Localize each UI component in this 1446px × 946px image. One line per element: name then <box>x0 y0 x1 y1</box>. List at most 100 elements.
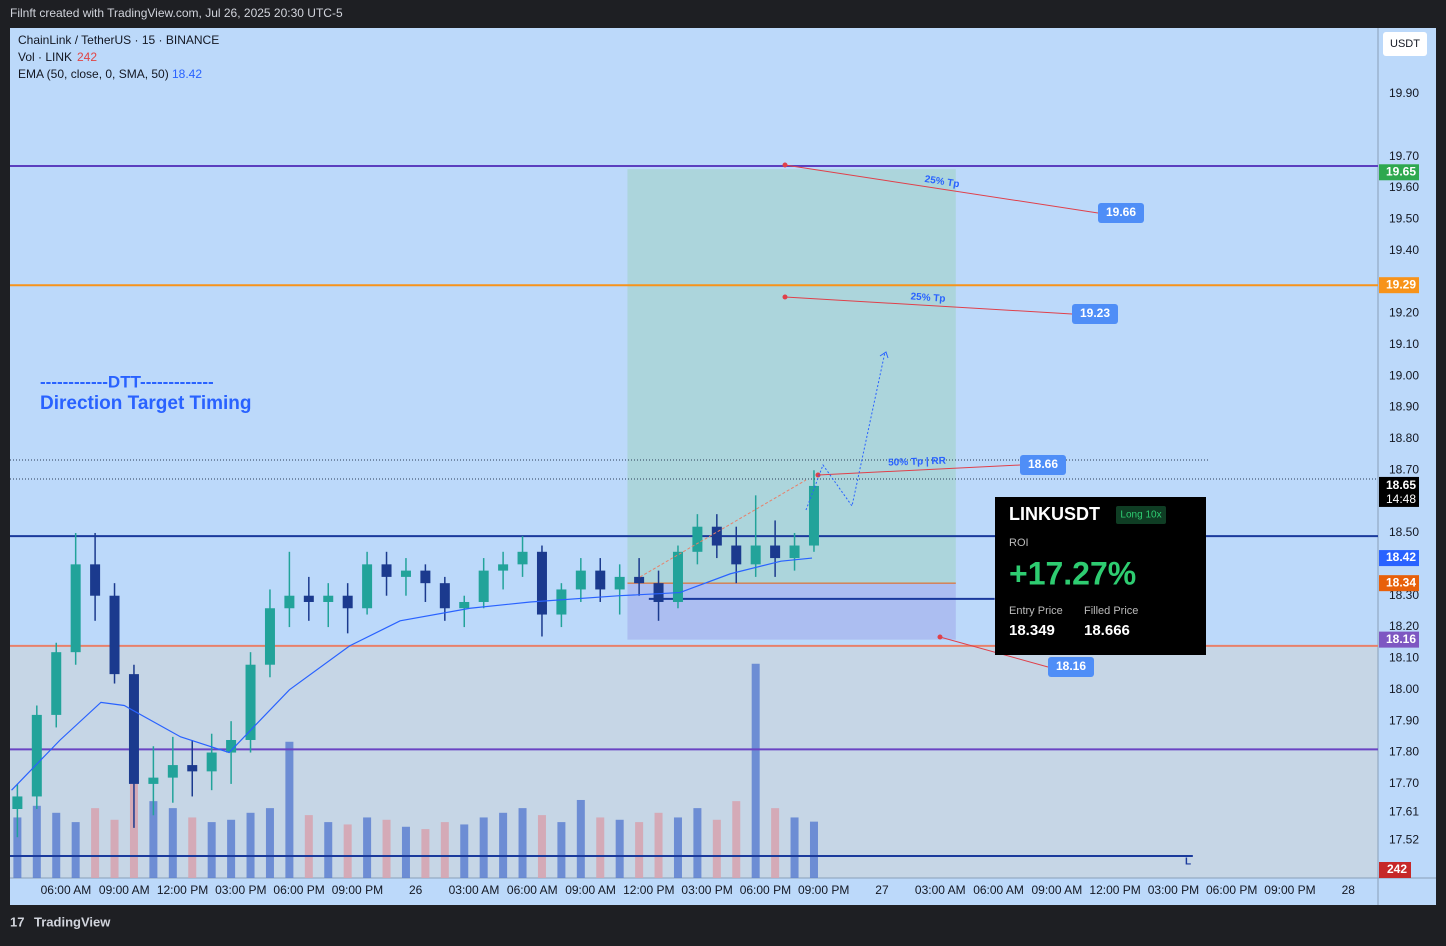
candle-body <box>731 545 742 565</box>
annotation: L <box>1185 857 1191 868</box>
annotation: 25% Tp <box>924 174 960 190</box>
candle-body <box>634 576 645 584</box>
price-badge <box>1379 550 1419 567</box>
price-badge <box>1379 631 1419 648</box>
x-tick-label: 09:00 AM <box>565 883 616 897</box>
x-tick-label: 06:00 AM <box>41 883 92 897</box>
x-tick-label: 09:00 PM <box>1264 883 1315 897</box>
x-tick-label: 26 <box>409 883 423 897</box>
projection-arrow <box>879 351 889 359</box>
footer-logo: 17 <box>10 914 24 929</box>
candle-body <box>51 652 62 715</box>
callout-box <box>1098 203 1144 223</box>
candle-body <box>12 796 23 809</box>
candle-body <box>478 570 489 602</box>
x-tick-label: 27 <box>875 883 889 897</box>
volume-bar <box>52 812 61 878</box>
volume-bar <box>751 663 760 878</box>
legend-ema: EMA (50, close, 0, SMA, 50) <box>18 67 169 81</box>
card-entry: 18.349 <box>1009 622 1055 639</box>
card-filled-label: Filled Price <box>1084 605 1138 617</box>
candle-body <box>245 664 256 740</box>
volume-bar <box>693 808 702 878</box>
volume-badge <box>1379 862 1411 878</box>
y-tick-label: 17.80 <box>1389 745 1419 759</box>
x-tick-label: 12:00 PM <box>1089 883 1140 897</box>
ema-line <box>11 557 813 791</box>
volume-bar <box>188 817 197 878</box>
candle-body <box>750 545 761 565</box>
x-tick-label: 09:00 AM <box>1031 883 1082 897</box>
volume-bar <box>518 808 527 878</box>
drawing-line <box>784 164 1099 214</box>
volume-bar <box>285 741 294 878</box>
candle-body <box>264 608 275 665</box>
trade-card <box>995 497 1206 655</box>
candle-body <box>770 545 781 559</box>
projection <box>805 351 886 511</box>
callout-box <box>1048 657 1094 677</box>
card-filled: 18.666 <box>1084 622 1130 639</box>
candle-body <box>498 564 509 571</box>
price-badge-label: 18.16 <box>1386 632 1416 646</box>
y-tick-label: 18.80 <box>1389 431 1419 445</box>
candle-body <box>400 570 411 577</box>
y-tick-label: 19.60 <box>1389 180 1419 194</box>
candle-body <box>70 564 81 653</box>
card-badge: Long 10x <box>1120 510 1161 521</box>
x-tick-label: 03:00 AM <box>915 883 966 897</box>
x-tick-label: 12:00 PM <box>623 883 674 897</box>
anchor <box>937 634 943 640</box>
y-tick-label: 19.70 <box>1389 149 1419 163</box>
candle-body <box>459 601 470 609</box>
candle-body <box>381 564 392 577</box>
candle-body <box>362 564 373 609</box>
y-tick-label: 19.10 <box>1389 337 1419 351</box>
volume-bar <box>499 812 508 878</box>
y-tick-label: 17.52 <box>1389 833 1419 847</box>
volume-bar <box>343 824 352 878</box>
callout-label: 18.66 <box>1028 457 1058 471</box>
volume-bar <box>712 819 721 878</box>
y-tick-label: 18.70 <box>1389 462 1419 476</box>
candle-body <box>90 564 101 596</box>
legend-ema-value: 18.42 <box>172 67 202 81</box>
card-entry-label: Entry Price <box>1009 605 1063 617</box>
volume-bar <box>13 817 22 878</box>
y-tick-label: 17.61 <box>1389 804 1419 818</box>
currency: USDT <box>1390 38 1420 50</box>
candle-body <box>789 545 800 559</box>
volume-bar <box>110 819 119 878</box>
legend-volume-value: 242 <box>77 50 97 64</box>
volume-badge-label: 242 <box>1387 862 1407 876</box>
annotation: 25% Tp <box>910 291 946 304</box>
x-tick-label: 03:00 PM <box>1148 883 1199 897</box>
volume-bar <box>149 801 158 878</box>
x-tick-label: 06:00 AM <box>507 883 558 897</box>
candle-body <box>128 674 139 784</box>
card-roi-label: ROI <box>1009 537 1029 549</box>
x-tick-label: 06:00 PM <box>273 883 324 897</box>
y-tick-label: 19.20 <box>1389 306 1419 320</box>
volume-bar <box>440 822 449 878</box>
candle-body <box>148 777 159 784</box>
currency-box <box>1383 32 1427 56</box>
current-price: 18.65 <box>1386 478 1416 492</box>
brand-name: Direction Target Timing <box>40 393 252 414</box>
volume-bar <box>304 815 313 878</box>
y-tick-label: 18.10 <box>1389 651 1419 665</box>
candle-body <box>303 595 314 602</box>
volume-bar <box>382 819 391 878</box>
volume-bar <box>401 826 410 878</box>
candle-body <box>808 485 819 546</box>
candle-body <box>31 714 42 797</box>
x-tick-label: 03:00 AM <box>449 883 500 897</box>
volume-bar <box>227 819 236 878</box>
candle-body <box>556 589 567 615</box>
callout-label: 18.16 <box>1056 659 1086 673</box>
candle-body <box>595 570 606 590</box>
x-tick-label: 06:00 AM <box>973 883 1024 897</box>
candle-body <box>206 752 217 772</box>
candle-body <box>536 551 547 615</box>
